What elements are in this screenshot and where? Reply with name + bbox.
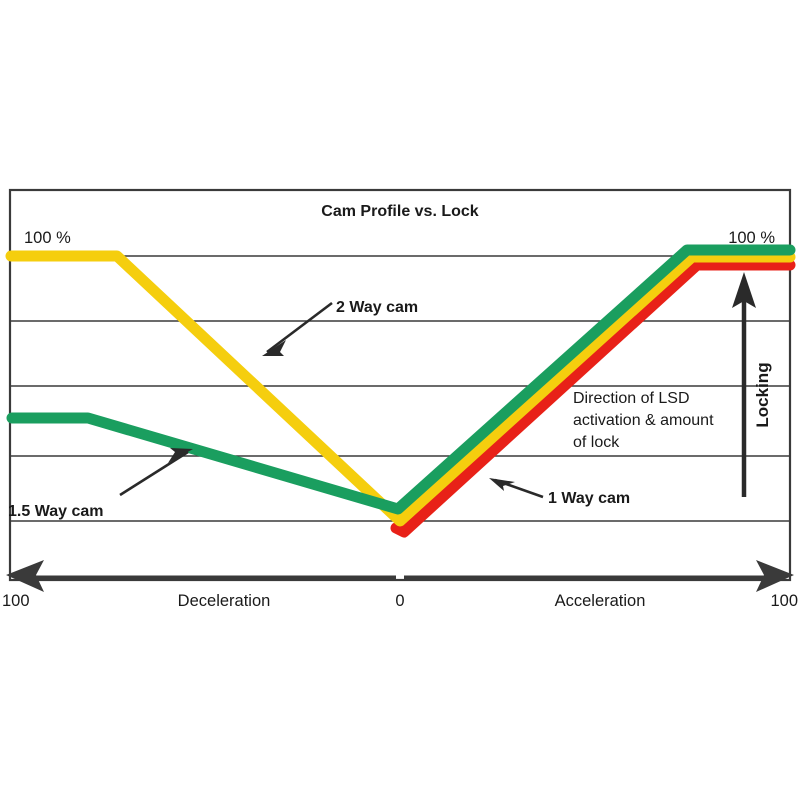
axis-arrowhead-left (6, 560, 44, 592)
callout-1-way-arrowhead (489, 478, 515, 491)
lsd-direction-note: Direction of LSD activation & amount of … (573, 390, 714, 451)
axis-label-left-value: 100 (2, 592, 30, 610)
axis-label-acceleration: Acceleration (555, 592, 646, 610)
locking-arrow-head (732, 272, 756, 308)
callout-1p5-way-label: 1.5 Way cam (8, 503, 103, 520)
callout-2-way-arrowhead (262, 340, 286, 356)
callout-2-way-leader (266, 301, 333, 354)
callout-2-way: 2 Way cam (262, 299, 418, 356)
callout-1p5-way: 1.5 Way cam (8, 448, 193, 520)
plot-frame (8, 188, 792, 582)
callout-2-way-label: 2 Way cam (336, 299, 418, 316)
callout-1p5-way-leader (119, 450, 189, 497)
callout-1p5-way-arrowhead (168, 448, 193, 463)
series-line-2-way (5, 250, 796, 527)
callout-1-way-label: 1 Way cam (548, 490, 630, 507)
lsd-note-line-3: of lock (573, 434, 620, 451)
bottom-axis: 100 0 100 Deceleration Acceleration (2, 560, 798, 610)
top-right-percent-label: 100 % (728, 229, 775, 247)
axis-arrowhead-right (756, 560, 794, 592)
chart-title: Cam Profile vs. Lock (321, 203, 478, 220)
axis-label-center-value: 0 (395, 592, 404, 610)
axis-label-deceleration: Deceleration (178, 592, 271, 610)
series-line-1p5-way (6, 244, 796, 515)
locking-axis-label: Locking (753, 362, 772, 427)
lsd-note-line-1: Direction of LSD (573, 390, 690, 407)
axis-label-right-value: 100 (770, 592, 798, 610)
lsd-note-line-2: activation & amount (573, 412, 714, 429)
callout-1-way: 1 Way cam (489, 478, 630, 507)
top-left-percent-label: 100 % (24, 229, 71, 247)
series-line-1-way (390, 259, 796, 538)
locking-indicator: Locking (732, 272, 772, 497)
